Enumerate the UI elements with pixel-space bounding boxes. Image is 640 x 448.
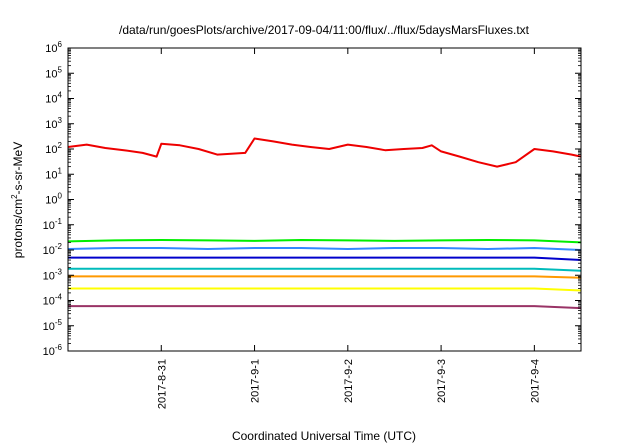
y-tick-label-exp: -1 (55, 217, 63, 226)
series-layer (67, 137, 582, 310)
y-tick-label-10: 104 (45, 91, 62, 106)
y-tick-label-base: 10 (43, 321, 55, 333)
y-tick-label-base: 10 (45, 169, 57, 181)
y-tick-label-5: 10-1 (43, 217, 63, 232)
series-line-5 (68, 275, 582, 279)
y-tick-label-base: 10 (45, 43, 57, 55)
y-tick-label-0: 10-6 (43, 343, 63, 358)
y-tick-label-exp: 6 (58, 40, 63, 49)
y-tick-label-exp: 3 (58, 116, 63, 125)
y-tick-label-exp: -4 (55, 293, 63, 302)
y-tick-label-exp: -3 (55, 267, 63, 276)
y-axis-label-sup: 2 (10, 194, 19, 199)
y-tick-label-exp: 5 (58, 65, 63, 74)
x-tick-label-1: 2017-9-1 (250, 359, 262, 403)
y-tick-label-2: 10-4 (43, 293, 63, 308)
x-tick-label-2: 2017-9-2 (343, 359, 355, 403)
series-line-7 (68, 305, 582, 310)
y-axis-ticks: 10-610-510-410-310-210-11001011021031041… (43, 40, 581, 358)
y-tick-label-base: 10 (43, 220, 55, 232)
y-tick-label-12: 106 (45, 40, 62, 55)
series-line-0 (67, 137, 582, 168)
y-axis-label-main: protons/cm (11, 199, 25, 258)
y-tick-label-8: 102 (45, 141, 62, 156)
y-tick-label-4: 10-2 (43, 242, 63, 257)
plot-frame (67, 47, 582, 352)
series-line-2 (67, 247, 582, 251)
y-tick-label-3: 10-3 (43, 267, 63, 282)
y-tick-label-7: 101 (45, 166, 62, 181)
y-tick-label-base: 10 (45, 144, 57, 156)
y-tick-label-exp: 1 (58, 166, 63, 175)
series-line-4 (68, 267, 582, 272)
chart-title: /data/run/goesPlots/archive/2017-09-04/1… (119, 23, 530, 37)
y-tick-label-base: 10 (45, 195, 57, 207)
series-line-3 (68, 256, 582, 261)
x-tick-label-3: 2017-9-3 (436, 359, 448, 403)
y-tick-label-exp: 0 (58, 192, 63, 201)
x-tick-label-0: 2017-8-31 (156, 359, 168, 409)
x-tick-label-4: 2017-9-4 (529, 359, 541, 403)
y-tick-label-1: 10-5 (43, 318, 63, 333)
y-axis-label: protons/cm2-s-sr-MeV (10, 142, 25, 258)
y-tick-label-11: 105 (45, 65, 62, 80)
y-tick-label-base: 10 (43, 346, 55, 358)
y-tick-label-exp: -5 (55, 318, 63, 327)
y-tick-label-exp: 4 (58, 91, 63, 100)
y-tick-label-6: 100 (45, 192, 62, 207)
y-tick-label-9: 103 (45, 116, 62, 131)
y-tick-label-base: 10 (43, 245, 55, 257)
y-tick-label-base: 10 (45, 94, 57, 106)
x-axis-ticks: 2017-8-31 2017-9-1 2017-9-2 2017-9-3 2017-9-… (156, 48, 541, 409)
x-axis-label: Coordinated Universal Time (UTC) (232, 429, 416, 443)
y-tick-label-base: 10 (43, 296, 55, 308)
y-axis-label-rest: -s-sr-MeV (11, 142, 25, 195)
y-tick-label-exp: -6 (55, 343, 63, 352)
y-tick-label-base: 10 (45, 68, 57, 80)
y-tick-label-base: 10 (45, 119, 57, 131)
y-tick-label-base: 10 (43, 270, 55, 282)
y-tick-label-exp: 2 (58, 141, 63, 150)
series-line-6 (68, 287, 582, 292)
y-tick-label-exp: -2 (55, 242, 63, 251)
series-line-1 (67, 239, 582, 244)
